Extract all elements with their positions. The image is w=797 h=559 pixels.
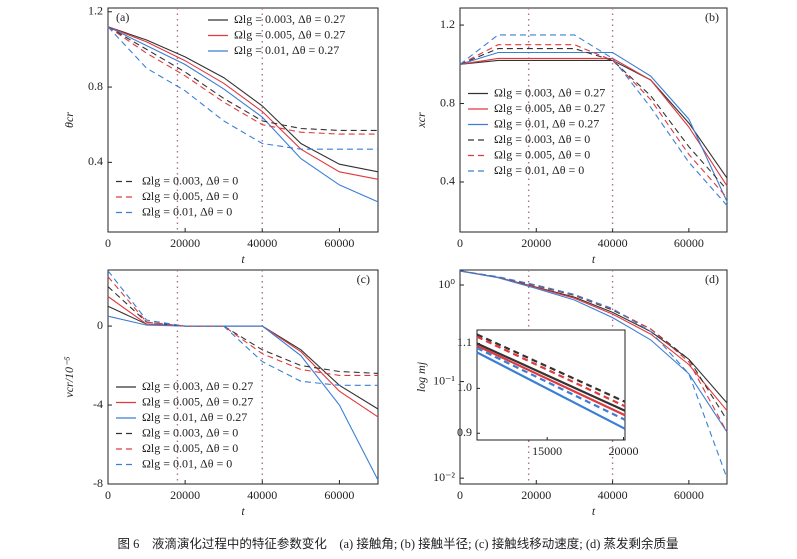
y-tick-label: 1.0 <box>457 380 472 394</box>
panel-label: (d) <box>705 272 719 286</box>
x-tick-label: 60000 <box>674 488 704 502</box>
x-axis-label: t <box>592 504 596 518</box>
series-line <box>476 335 626 408</box>
legend-label: Ωlg = 0.005, Δθ = 0.27 <box>234 27 345 41</box>
x-tick-label: 40000 <box>598 236 628 250</box>
x-axis-label: t <box>241 504 245 518</box>
legend-label: Ωlg = 0.01, Δθ = 0.27 <box>494 116 599 130</box>
legend-label: Ωlg = 0.005, Δθ = 0.27 <box>142 394 253 408</box>
series-line <box>459 48 728 191</box>
x-tick-label: 15000 <box>532 444 562 458</box>
series-line <box>107 26 379 173</box>
legend-label: Ωlg = 0.003, Δθ = 0 <box>142 425 238 439</box>
series-line <box>459 51 728 202</box>
legend-label: Ωlg = 0.005, Δθ = 0 <box>142 441 238 455</box>
x-tick-label: 0 <box>105 236 111 250</box>
x-tick-label: 60000 <box>324 488 354 502</box>
y-tick-label: 1.2 <box>440 17 455 31</box>
series-line <box>459 57 728 187</box>
series-line <box>476 351 626 430</box>
y-tick-label: 1.2 <box>88 4 103 18</box>
y-tick-label: -8 <box>93 476 103 490</box>
legend-label: Ωlg = 0.01, Δθ = 0.27 <box>234 43 339 57</box>
legend-label: Ωlg = 0.01, Δθ = 0.27 <box>142 410 247 424</box>
series-line <box>476 344 626 417</box>
legend-label: Ωlg = 0.003, Δθ = 0.27 <box>234 12 345 26</box>
series-line <box>107 26 379 203</box>
series-line <box>476 347 626 421</box>
series-line <box>459 34 728 206</box>
x-tick-label: 0 <box>457 488 463 502</box>
y-axis-label: xcr <box>414 112 428 129</box>
legend-label: Ωlg = 0.003, Δθ = 0.27 <box>494 85 605 99</box>
legend-label: Ωlg = 0.005, Δθ = 0 <box>142 189 238 203</box>
y-tick-label: 0.8 <box>440 95 455 109</box>
x-tick-label: 20000 <box>608 444 638 458</box>
y-tick-label: 0.4 <box>88 154 103 168</box>
series-line <box>476 333 626 403</box>
x-tick-label: 60000 <box>674 236 704 250</box>
series-line <box>107 276 378 376</box>
y-tick-label: 0.4 <box>440 174 455 188</box>
legend-label: Ωlg = 0.005, Δθ = 0.27 <box>494 101 605 115</box>
series-line <box>107 26 378 131</box>
x-tick-label: 40000 <box>247 236 277 250</box>
x-tick-label: 20000 <box>521 236 551 250</box>
panel-label: (a) <box>116 10 129 24</box>
x-tick-label: 0 <box>105 488 111 502</box>
x-axis-label: t <box>592 252 596 266</box>
series-line <box>107 26 378 135</box>
series-line <box>459 59 728 179</box>
series-line <box>107 26 379 180</box>
series-line <box>459 44 728 199</box>
panel-label: (b) <box>705 10 719 24</box>
y-axis-label: log mj <box>414 361 428 392</box>
series-line <box>459 270 728 433</box>
caption: 图 6 液滴演化过程中的特征参数变化 (a) 接触角; (b) 接触半径; (c… <box>117 536 678 551</box>
panel-label: (c) <box>357 272 370 286</box>
legend-label: Ωlg = 0.003, Δθ = 0 <box>494 132 590 146</box>
x-tick-label: 60000 <box>324 236 354 250</box>
y-tick-label: 10⁻² <box>433 470 455 484</box>
plot-frame <box>107 269 379 485</box>
y-tick-label: 10⁰ <box>438 277 455 291</box>
y-tick-label: -4 <box>93 397 103 411</box>
y-tick-label: 10⁻¹ <box>433 373 455 387</box>
y-tick-label: 0.8 <box>88 79 103 93</box>
series-line <box>107 286 379 374</box>
y-tick-label: 0.9 <box>457 425 472 439</box>
series-line <box>107 315 379 481</box>
legend-label: Ωlg = 0.005, Δθ = 0 <box>494 147 590 161</box>
legend-label: Ωlg = 0.003, Δθ = 0 <box>142 173 238 187</box>
x-tick-label: 20000 <box>521 488 551 502</box>
x-tick-label: 40000 <box>247 488 277 502</box>
y-tick-label: 1.1 <box>457 335 472 349</box>
x-tick-label: 40000 <box>598 488 628 502</box>
x-tick-label: 0 <box>457 236 463 250</box>
series-line <box>459 270 728 479</box>
legend-label: Ωlg = 0.003, Δθ = 0.27 <box>142 379 253 393</box>
series-line <box>107 26 378 150</box>
series-line <box>476 342 626 412</box>
x-tick-label: 20000 <box>170 488 200 502</box>
y-axis-label: vcr/10⁻⁵ <box>62 356 76 397</box>
legend-label: Ωlg = 0.01, Δθ = 0 <box>142 456 232 470</box>
legend-label: Ωlg = 0.01, Δθ = 0 <box>142 204 232 218</box>
x-axis-label: t <box>241 252 245 266</box>
x-tick-label: 20000 <box>170 236 200 250</box>
y-tick-label: 0 <box>97 318 103 332</box>
legend-label: Ωlg = 0.01, Δθ = 0 <box>494 163 584 177</box>
y-axis-label: θcr <box>62 112 76 128</box>
